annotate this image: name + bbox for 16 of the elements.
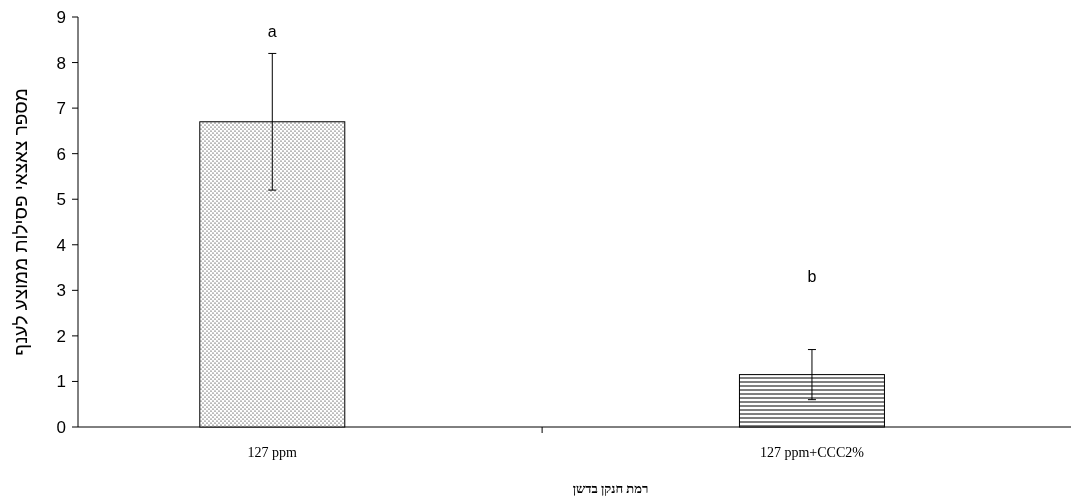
y-tick-label: 8 bbox=[56, 53, 66, 73]
y-tick-label: 3 bbox=[56, 281, 66, 301]
x-tick-label: 127 ppm bbox=[247, 445, 298, 460]
y-tick-label: 7 bbox=[56, 99, 66, 119]
y-tick-label: 1 bbox=[56, 372, 66, 392]
annotation: a bbox=[267, 23, 277, 40]
y-tick-label: 5 bbox=[56, 190, 66, 210]
x-tick-label: 127 ppm+CCC2% bbox=[759, 445, 865, 460]
y-tick-label: 2 bbox=[56, 326, 66, 346]
y-tick-label: 6 bbox=[56, 144, 66, 164]
x-axis-title: רמת חנקן בדשן bbox=[572, 481, 649, 496]
y-tick-label: 0 bbox=[56, 418, 66, 437]
y-tick-label: 9 bbox=[56, 8, 66, 27]
annotation: b bbox=[807, 267, 817, 285]
y-tick-label: 4 bbox=[56, 235, 66, 255]
y-axis-title: מספר צאצאי פסילות ממוצע לענף bbox=[10, 88, 31, 356]
